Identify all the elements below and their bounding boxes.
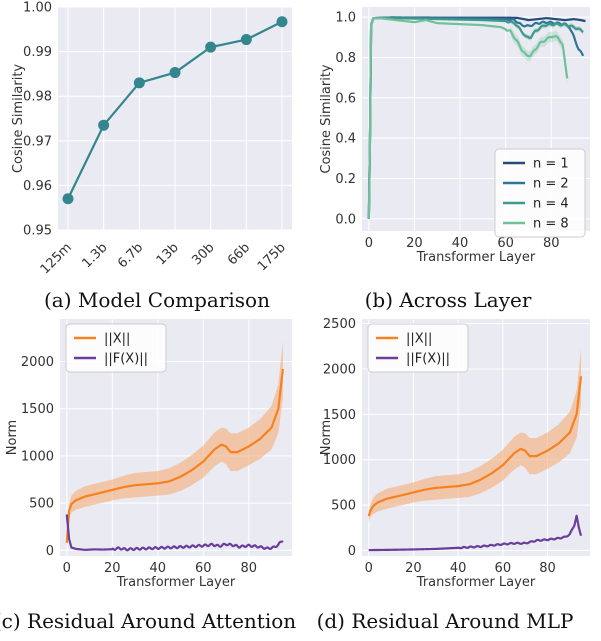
y-axis-label: Cosine Similarity [11,64,26,174]
x-tick-label: 175b [255,240,289,274]
series-line [65,514,284,552]
x-tick-label: 125m [38,240,75,277]
series-line [368,514,583,552]
legend-label: ||F(X)|| [104,352,148,367]
data-point [62,193,74,205]
x-tick-label: 6.7b [115,240,146,271]
x-tick-label: 40 [452,236,469,251]
x-tick-label: 80 [543,236,560,251]
x-tick-label: 80 [241,561,258,576]
legend-label: n = 1 [533,157,569,172]
panel-d: 0 500 1000 1500 2000 2500 0 20 40 60 80Transformer… [319,317,590,590]
panel-b: 0.0 0.2 0.4 0.6 0.8 1.0 0 20 40 60 80 Transformer L… [319,7,590,265]
series-line [367,16,569,219]
y-tick-label: 0.95 [23,224,52,239]
y-tick-label: 2500 [323,317,356,332]
legend-label: ||X|| [406,332,432,347]
x-tick-label: 60 [495,561,512,576]
data-point [205,41,217,53]
y-axis-label: Norm [5,420,20,455]
y-tick-label: 1000 [21,449,54,464]
x-tick-label: 20 [405,561,422,576]
x-tick-label: 40 [150,561,167,576]
x-tick-label: 80 [539,561,556,576]
y-tick-label: 1.00 [23,1,52,16]
x-tick-label: 0 [63,561,71,576]
y-tick-label: 1500 [323,408,356,423]
y-tick-label: 0.0 [335,212,356,227]
legend-box [494,148,586,238]
x-tick-label: 60 [497,236,514,251]
legend-label: n = 2 [533,177,569,192]
y-tick-label: 0.4 [335,132,356,147]
x-tick-label: 1.3b [79,240,110,271]
x-tick-label: 0 [365,561,373,576]
legend-label: ||X|| [104,332,130,347]
y-tick-label: 1.0 [335,11,356,26]
plot-area [367,348,583,552]
x-axis-label: Transformer Layer [416,575,536,590]
x-tick-label: 60 [195,561,212,576]
y-tick-label: 0.2 [335,172,356,187]
x-tick-label: 0 [365,236,373,251]
x-tick-label: 66b [225,240,253,268]
caption-d: (d) Residual Around MLP [317,609,574,633]
panel-a: 0.95 0.96 0.97 0.98 0.99 1.00 125m 1.3b 6.7b 13b 3… [11,1,292,277]
y-tick-label: 0 [46,544,54,559]
y-tick-label: 2000 [21,355,54,370]
data-point [133,77,145,89]
y-tick-label: 0.8 [335,51,356,66]
x-tick-label: 13b [154,240,182,268]
confidence-band [66,340,283,549]
y-tick-label: 1000 [323,453,356,468]
data-point [240,34,252,46]
x-axis-label: Transformer Layer [116,575,236,590]
legend-label: ||F(X)|| [406,352,450,367]
y-tick-label: 2000 [323,362,356,377]
y-tick-label: 0.98 [23,90,52,105]
x-tick-label: 20 [104,561,121,576]
y-tick-label: 0.96 [23,179,52,194]
caption-b: (b) Across Layer [365,288,532,312]
plot-area [65,340,284,552]
plot-area [367,16,586,219]
series-line [65,368,284,543]
y-tick-label: 0.99 [23,45,52,60]
y-tick-label: 1500 [21,402,54,417]
data-point [276,16,288,28]
data-point [169,67,181,79]
series-line [367,16,584,219]
legend-box [367,323,469,373]
legend-box [65,323,167,373]
series-line [367,376,583,517]
data-point [98,119,110,131]
y-tick-label: 0.6 [335,91,356,106]
confidence-band [368,348,582,522]
y-tick-label: 500 [331,499,356,514]
y-axis-label: Norm [319,420,334,455]
x-axis-label: Transformer Layer [416,250,536,265]
y-tick-label: 0 [348,544,356,559]
x-tick-label: 40 [450,561,467,576]
x-tick-label: 30b [189,240,217,268]
caption-a: (a) Model Comparison [44,288,270,312]
x-tick-label: 20 [406,236,423,251]
y-tick-label: 500 [29,497,54,512]
y-tick-label: 0.97 [23,134,52,149]
legend-label: n = 8 [533,217,569,232]
caption-c: (c) Residual Around Attention [0,609,296,633]
y-axis-label: Cosine Similarity [319,64,334,174]
panel-c: 0 500 1000 1500 2000 0 20 40 60 80 Transformer Lay… [5,319,292,590]
legend-label: n = 4 [533,197,569,212]
